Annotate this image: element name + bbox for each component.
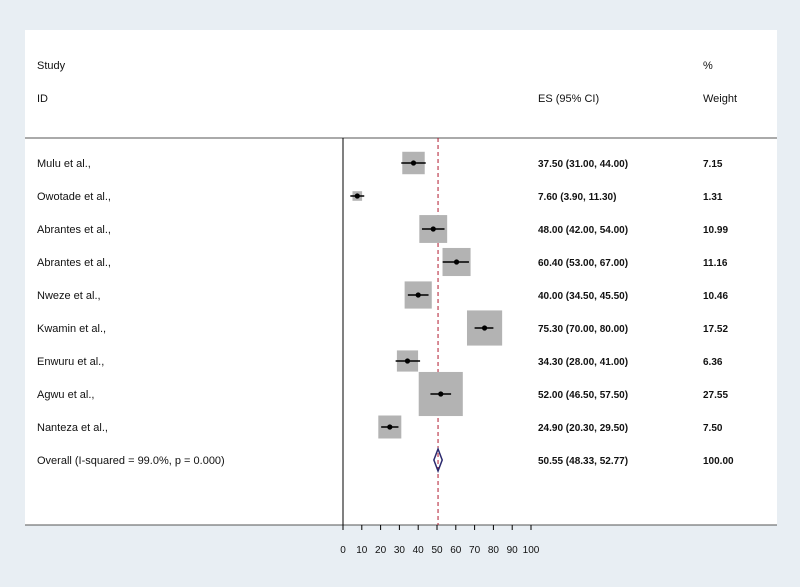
point-estimate (430, 226, 436, 232)
study-label: Abrantes et al., (37, 257, 111, 269)
point-estimate (415, 292, 421, 298)
weight-value: 10.99 (703, 225, 728, 236)
x-tick-label: 10 (356, 545, 368, 556)
x-tick-label: 30 (394, 545, 406, 556)
point-estimate (387, 424, 393, 430)
study-label: Agwu et al., (37, 389, 94, 401)
header-pct: % (703, 60, 713, 72)
x-tick-label: 0 (340, 545, 346, 556)
x-tick-label: 60 (450, 545, 462, 556)
x-tick-label: 40 (413, 545, 425, 556)
overall-weight: 100.00 (703, 456, 734, 467)
overall-es-ci: 50.55 (48.33, 52.77) (538, 456, 628, 467)
overall-label: Overall (I-squared = 99.0%, p = 0.000) (37, 455, 225, 467)
weight-value: 7.50 (703, 423, 723, 434)
weight-value: 1.31 (703, 192, 723, 203)
es-ci-value: 40.00 (34.50, 45.50) (538, 291, 628, 302)
es-ci-value: 48.00 (42.00, 54.00) (538, 225, 628, 236)
study-label: Owotade et al., (37, 191, 111, 203)
plot-region (25, 30, 777, 525)
point-estimate (404, 358, 411, 364)
x-tick-label: 100 (523, 545, 540, 556)
header-es: ES (95% CI) (538, 93, 599, 105)
study-label: Mulu et al., (37, 158, 91, 170)
header-weight: Weight (703, 93, 737, 105)
study-label: Abrantes et al., (37, 224, 111, 236)
weight-value: 11.16 (703, 258, 728, 269)
es-ci-value: 75.30 (70.00, 80.00) (538, 324, 628, 335)
study-label: Nanteza et al., (37, 422, 108, 434)
weight-value: 7.15 (703, 159, 723, 170)
es-ci-value: 34.30 (28.00, 41.00) (538, 357, 628, 368)
study-label: Kwamin et al., (37, 323, 106, 335)
point-estimate (354, 193, 360, 199)
point-estimate (453, 259, 460, 265)
x-tick-label: 80 (488, 545, 500, 556)
x-tick-label: 20 (375, 545, 387, 556)
es-ci-value: 52.00 (46.50, 57.50) (538, 390, 628, 401)
point-estimate (410, 160, 417, 166)
weight-value: 10.46 (703, 291, 728, 302)
weight-value: 27.55 (703, 390, 728, 401)
point-estimate (481, 325, 488, 331)
es-ci-value: 7.60 (3.90, 11.30) (538, 192, 616, 203)
weight-value: 17.52 (703, 324, 728, 335)
header-id: ID (37, 93, 48, 105)
x-tick-label: 50 (431, 545, 443, 556)
x-tick-label: 70 (469, 545, 481, 556)
es-ci-value: 24.90 (20.30, 29.50) (538, 423, 628, 434)
study-label: Enwuru et al., (37, 356, 104, 368)
es-ci-value: 60.40 (53.00, 67.00) (538, 258, 628, 269)
study-label: Nweze et al., (37, 290, 101, 302)
overall-diamond (433, 446, 444, 474)
x-tick-label: 90 (507, 545, 519, 556)
es-ci-value: 37.50 (31.00, 44.00) (538, 159, 628, 170)
point-estimate (438, 391, 444, 397)
weight-value: 6.36 (703, 357, 723, 368)
header-study: Study (37, 60, 66, 72)
